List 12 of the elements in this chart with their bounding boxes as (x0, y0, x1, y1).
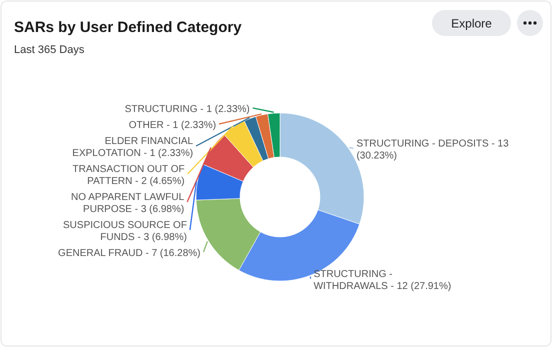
slice-label: ELDER FINANCIAL EXPLOTATION - 1 (2.33%) (72, 136, 194, 159)
slice-label: OTHER - 1 (2.33%) (128, 120, 216, 131)
slice-label: TRANSACTION OUT OF PATTERN - 2 (4.65%) (72, 164, 185, 187)
chart-title: SARs by User Defined Category (14, 19, 242, 36)
slice-label: STRUCTURING - WITHDRAWALS - 12 (27.91%) (314, 268, 452, 292)
slice-label: STRUCTURING - 1 (2.33%) (124, 104, 250, 115)
slice-label: SUSPICIOUS SOURCE OF FUNDS - 3 (6.98%) (63, 220, 187, 243)
explore-button: Explore (432, 10, 511, 36)
chart-subtitle: Last 365 Days (14, 44, 85, 56)
slice-label: STRUCTURING - DEPOSITS - 13 (30.23%) (356, 138, 510, 162)
slice-label: NO APPARENT LAWFUL PURPOSE - 3 (6.98%) (71, 192, 185, 215)
slice-label: GENERAL FRAUD - 7 (16.28%) (58, 248, 200, 259)
